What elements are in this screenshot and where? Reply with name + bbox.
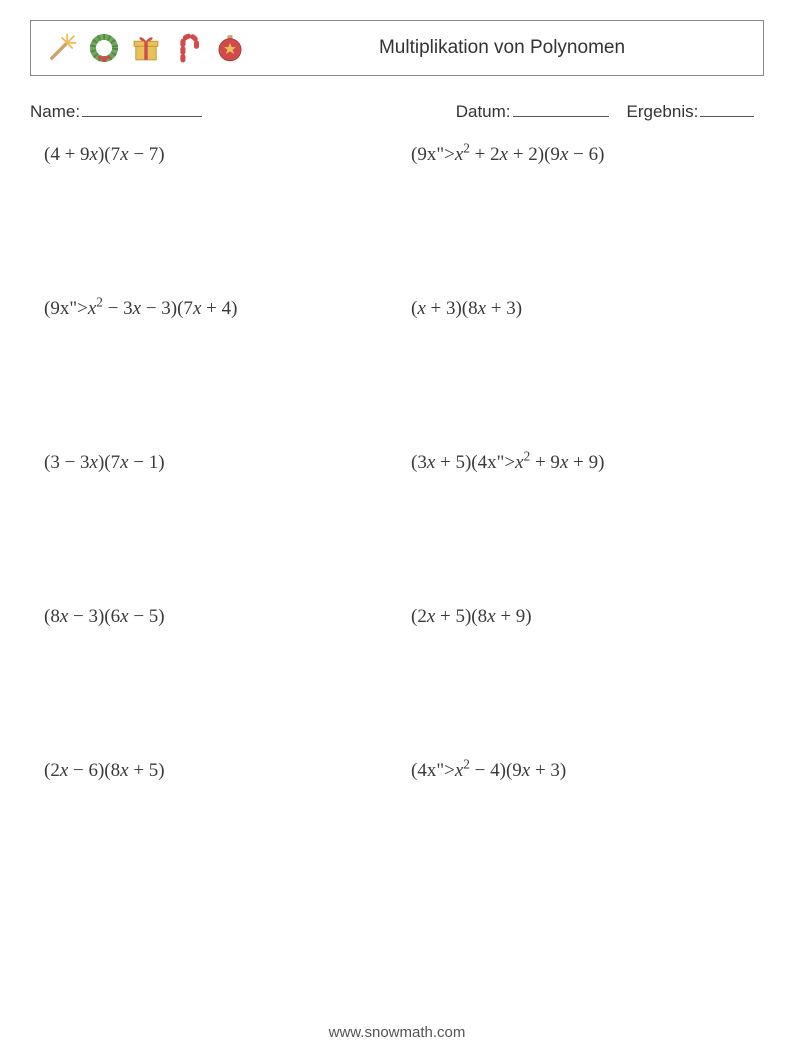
problem-expression: (2x + 5)(8x + 9) — [411, 606, 532, 628]
problem-expression: (x + 3)(8x + 3) — [411, 298, 522, 320]
meta-row: Name: Datum: Ergebnis: — [30, 100, 764, 122]
date-label: Datum: — [456, 102, 511, 121]
worksheet-page: Multiplikation von Polynomen Name: Datum… — [0, 0, 794, 1061]
problem-cell: (3x + 5)(4x">x2 + 9x + 9) — [397, 452, 764, 606]
meta-date: Datum: — [456, 100, 609, 122]
problem-expression: (3 − 3x)(7x − 1) — [44, 452, 165, 474]
problem-expression: (4x">x2 − 4)(9x + 3) — [411, 760, 566, 782]
problem-cell: (x + 3)(8x + 3) — [397, 298, 764, 452]
problem-cell: (3 − 3x)(7x − 1) — [30, 452, 397, 606]
problem-expression: (8x − 3)(6x − 5) — [44, 606, 165, 628]
ornament-icon — [213, 31, 247, 65]
problem-cell: (4 + 9x)(7x − 7) — [30, 144, 397, 298]
problem-cell: (2x + 5)(8x + 9) — [397, 606, 764, 760]
firework-icon — [45, 31, 79, 65]
problem-cell: (9x">x2 − 3x − 3)(7x + 4) — [30, 298, 397, 452]
name-label: Name: — [30, 102, 80, 121]
wreath-icon — [87, 31, 121, 65]
header-icons — [45, 31, 247, 65]
problem-cell: (9x">x2 + 2x + 2)(9x − 6) — [397, 144, 764, 298]
header-box: Multiplikation von Polynomen — [30, 20, 764, 76]
problems-grid: (4 + 9x)(7x − 7) (9x">x2 + 2x + 2)(9x − … — [30, 144, 764, 914]
problem-expression: (4 + 9x)(7x − 7) — [44, 144, 165, 166]
problem-cell: (4x">x2 − 4)(9x + 3) — [397, 760, 764, 914]
meta-score: Ergebnis: — [627, 100, 755, 122]
meta-name: Name: — [30, 100, 456, 122]
problem-expression: (9x">x2 + 2x + 2)(9x − 6) — [411, 144, 604, 166]
date-blank[interactable] — [513, 100, 609, 117]
footer-url: www.snowmath.com — [30, 1024, 764, 1051]
candy-cane-icon — [171, 31, 205, 65]
problem-expression: (2x − 6)(8x + 5) — [44, 760, 165, 782]
worksheet-title: Multiplikation von Polynomen — [241, 37, 763, 59]
problem-expression: (9x">x2 − 3x − 3)(7x + 4) — [44, 298, 237, 320]
score-blank[interactable] — [700, 100, 754, 117]
problem-expression: (3x + 5)(4x">x2 + 9x + 9) — [411, 452, 604, 474]
gift-icon — [129, 31, 163, 65]
name-blank[interactable] — [82, 100, 202, 117]
problem-cell: (2x − 6)(8x + 5) — [30, 760, 397, 914]
score-label: Ergebnis: — [627, 102, 699, 121]
problem-cell: (8x − 3)(6x − 5) — [30, 606, 397, 760]
